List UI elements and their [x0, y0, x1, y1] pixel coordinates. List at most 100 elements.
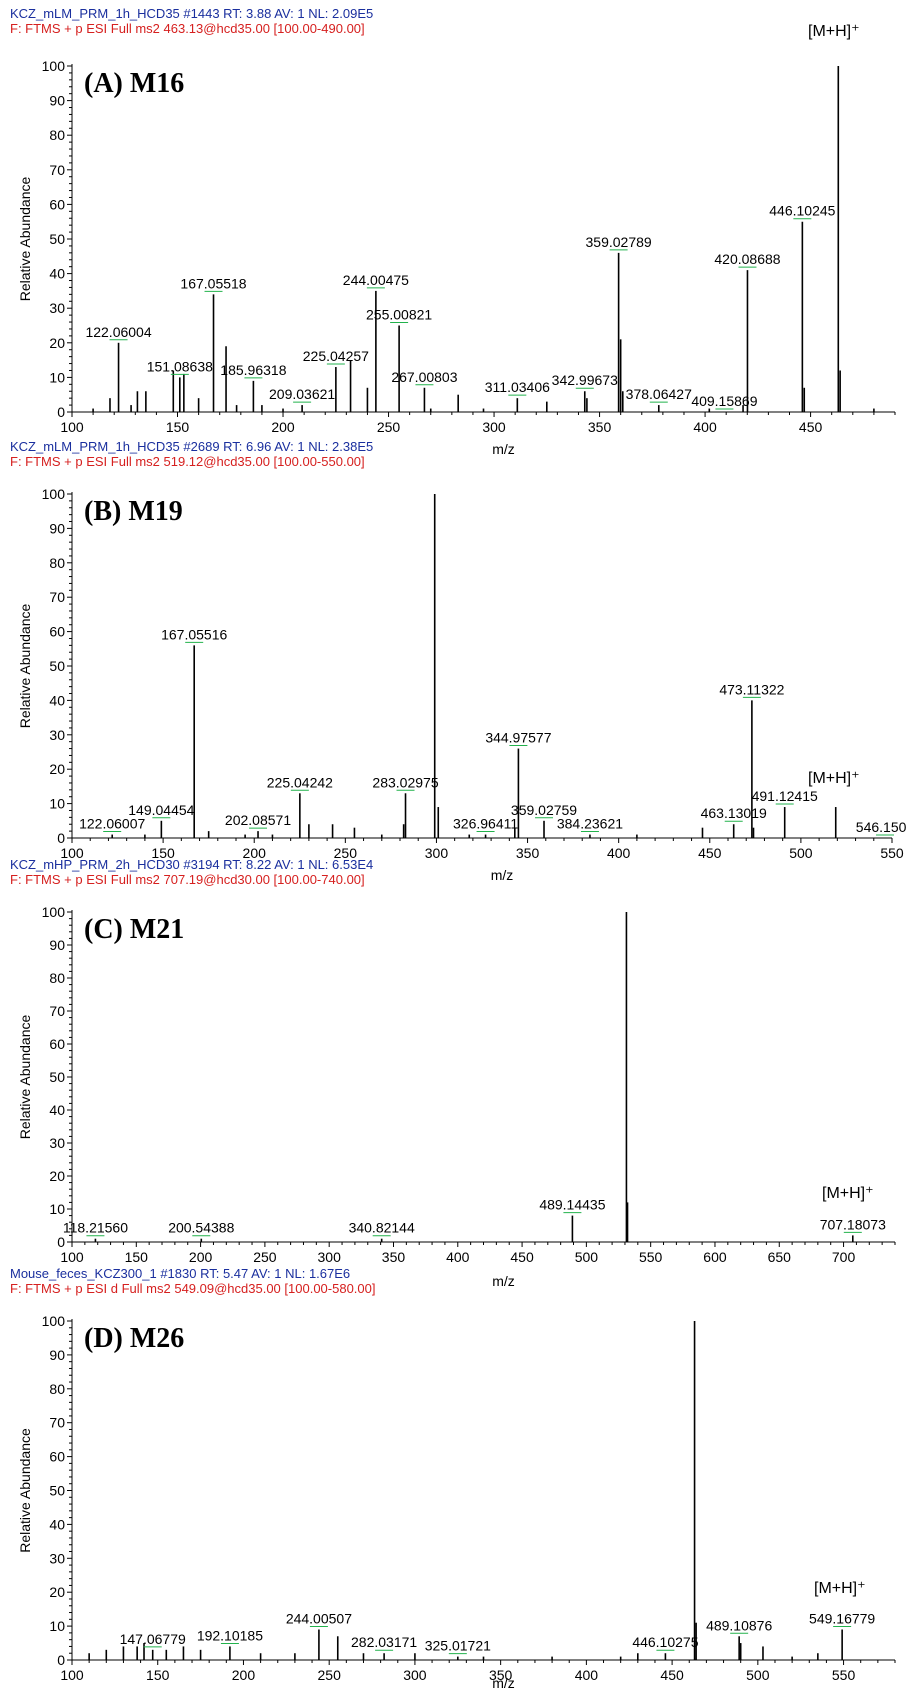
y-tick-label: 0 [57, 1234, 65, 1250]
y-axis-label: Relative Abundance [17, 177, 33, 302]
peak-label: 359.02759 [511, 802, 577, 818]
peak-label: 359.02789 [586, 234, 652, 250]
peak-label: 326.96411 [453, 816, 518, 832]
y-tick-label: 10 [49, 1201, 65, 1217]
y-tick-label: 0 [57, 404, 65, 420]
y-tick-label: 20 [49, 761, 65, 777]
y-tick-label: 60 [49, 624, 65, 640]
y-tick-label: 50 [49, 1483, 65, 1499]
x-tick-label: 700 [832, 1249, 856, 1265]
peak-label: 283.02975 [372, 774, 438, 790]
x-tick-label: 300 [482, 419, 506, 435]
peak-label: 255.00821 [366, 307, 432, 323]
y-axis-label: Relative Abundance [17, 1428, 33, 1553]
peak-label: 147.06779 [120, 1631, 186, 1647]
y-tick-label: 30 [49, 1550, 65, 1566]
peak-label: 325.01721 [425, 1638, 491, 1654]
peak-label: 489.10876 [706, 1617, 772, 1633]
y-tick-label: 0 [57, 1652, 65, 1668]
y-axis-label: Relative Abundance [17, 604, 33, 729]
scan-header: KCZ_mHP_PRM_2h_HCD30 #3194 RT: 8.22 AV: … [10, 857, 373, 872]
y-tick-label: 90 [49, 937, 65, 953]
peak-label: 244.00507 [286, 1610, 352, 1626]
y-tick-label: 50 [49, 231, 65, 247]
peak-label: 420.08688 [714, 251, 780, 267]
y-tick-label: 30 [49, 300, 65, 316]
x-tick-label: 500 [746, 1667, 770, 1683]
x-tick-label: 500 [575, 1249, 599, 1265]
x-tick-label: 300 [425, 845, 449, 861]
peak-label: 489.14435 [539, 1197, 605, 1213]
peak-label: 244.00475 [343, 272, 409, 288]
panel-title: (B) M19 [84, 496, 183, 527]
y-tick-label: 10 [49, 796, 65, 812]
y-tick-label: 90 [49, 1347, 65, 1363]
y-tick-label: 30 [49, 727, 65, 743]
x-tick-label: 200 [271, 419, 295, 435]
x-tick-label: 300 [318, 1249, 342, 1265]
y-tick-label: 70 [49, 1415, 65, 1431]
x-axis-label: m/z [491, 867, 514, 883]
filter-header: F: FTMS + p ESI d Full ms2 549.09@hcd35.… [10, 1281, 375, 1296]
x-tick-label: 300 [403, 1667, 427, 1683]
x-tick-label: 500 [789, 845, 813, 861]
peak-label: 546.1506 [856, 819, 906, 835]
y-tick-label: 70 [49, 589, 65, 605]
spectrum-panel-0: KCZ_mLM_PRM_1h_HCD35 #1443 RT: 3.88 AV: … [10, 6, 896, 457]
peak-label: 446.10245 [769, 203, 835, 219]
y-tick-label: 90 [49, 93, 65, 109]
y-tick-label: 70 [49, 162, 65, 178]
peak-label: 384.23621 [557, 816, 623, 832]
y-tick-label: 20 [49, 335, 65, 351]
x-tick-label: 100 [60, 1667, 84, 1683]
y-tick-label: 50 [49, 658, 65, 674]
peak-label: 118.21560 [63, 1220, 128, 1236]
x-tick-label: 100 [60, 1249, 84, 1265]
peak-label: 122.06004 [85, 324, 151, 340]
precursor-label: [M+H]⁺ [808, 770, 860, 787]
peak-label: 209.03621 [269, 386, 335, 402]
x-axis-label: m/z [492, 1675, 515, 1691]
x-tick-label: 400 [446, 1249, 470, 1265]
x-tick-label: 250 [253, 1249, 277, 1265]
y-tick-label: 30 [49, 1135, 65, 1151]
y-tick-label: 80 [49, 555, 65, 571]
peak-label: 342.99673 [552, 372, 618, 388]
y-tick-label: 20 [49, 1168, 65, 1184]
y-tick-label: 100 [42, 1313, 66, 1329]
x-tick-label: 350 [516, 845, 540, 861]
x-axis-label: m/z [492, 441, 515, 457]
y-tick-label: 10 [49, 1618, 65, 1634]
precursor-label: [M+H]⁺ [822, 1185, 874, 1202]
x-tick-label: 250 [334, 845, 358, 861]
y-tick-label: 50 [49, 1069, 65, 1085]
panel-title: (A) M16 [84, 68, 184, 99]
y-tick-label: 80 [49, 1381, 65, 1397]
x-tick-label: 150 [146, 1667, 170, 1683]
peak-label: 225.04257 [303, 348, 369, 364]
spectrum-panel-2: KCZ_mHP_PRM_2h_HCD30 #3194 RT: 8.22 AV: … [10, 857, 896, 1289]
y-tick-label: 90 [49, 520, 65, 536]
y-tick-label: 60 [49, 1449, 65, 1465]
x-tick-label: 200 [243, 845, 267, 861]
y-tick-label: 40 [49, 1516, 65, 1532]
x-tick-label: 350 [382, 1249, 406, 1265]
peak-label: 549.16779 [809, 1610, 875, 1626]
x-tick-label: 100 [60, 845, 84, 861]
peak-label: 282.03171 [351, 1634, 417, 1650]
x-tick-label: 350 [489, 1667, 513, 1683]
y-tick-label: 100 [42, 904, 66, 920]
x-tick-label: 150 [125, 1249, 149, 1265]
filter-header: F: FTMS + p ESI Full ms2 707.19@hcd30.00… [10, 872, 365, 887]
peak-label: 409.15869 [691, 393, 757, 409]
x-tick-label: 650 [768, 1249, 792, 1265]
spectrum-panel-1: KCZ_mLM_PRM_1h_HCD35 #2689 RT: 6.96 AV: … [10, 439, 906, 883]
peak-label: 707.18073 [820, 1216, 886, 1232]
peak-label: 267.00803 [391, 369, 457, 385]
x-tick-label: 150 [166, 419, 190, 435]
y-tick-label: 80 [49, 127, 65, 143]
peak-label: 473.11322 [719, 681, 784, 697]
scan-header: KCZ_mLM_PRM_1h_HCD35 #1443 RT: 3.88 AV: … [10, 6, 373, 21]
peak-label: 167.05518 [180, 275, 246, 291]
x-tick-label: 200 [232, 1667, 256, 1683]
